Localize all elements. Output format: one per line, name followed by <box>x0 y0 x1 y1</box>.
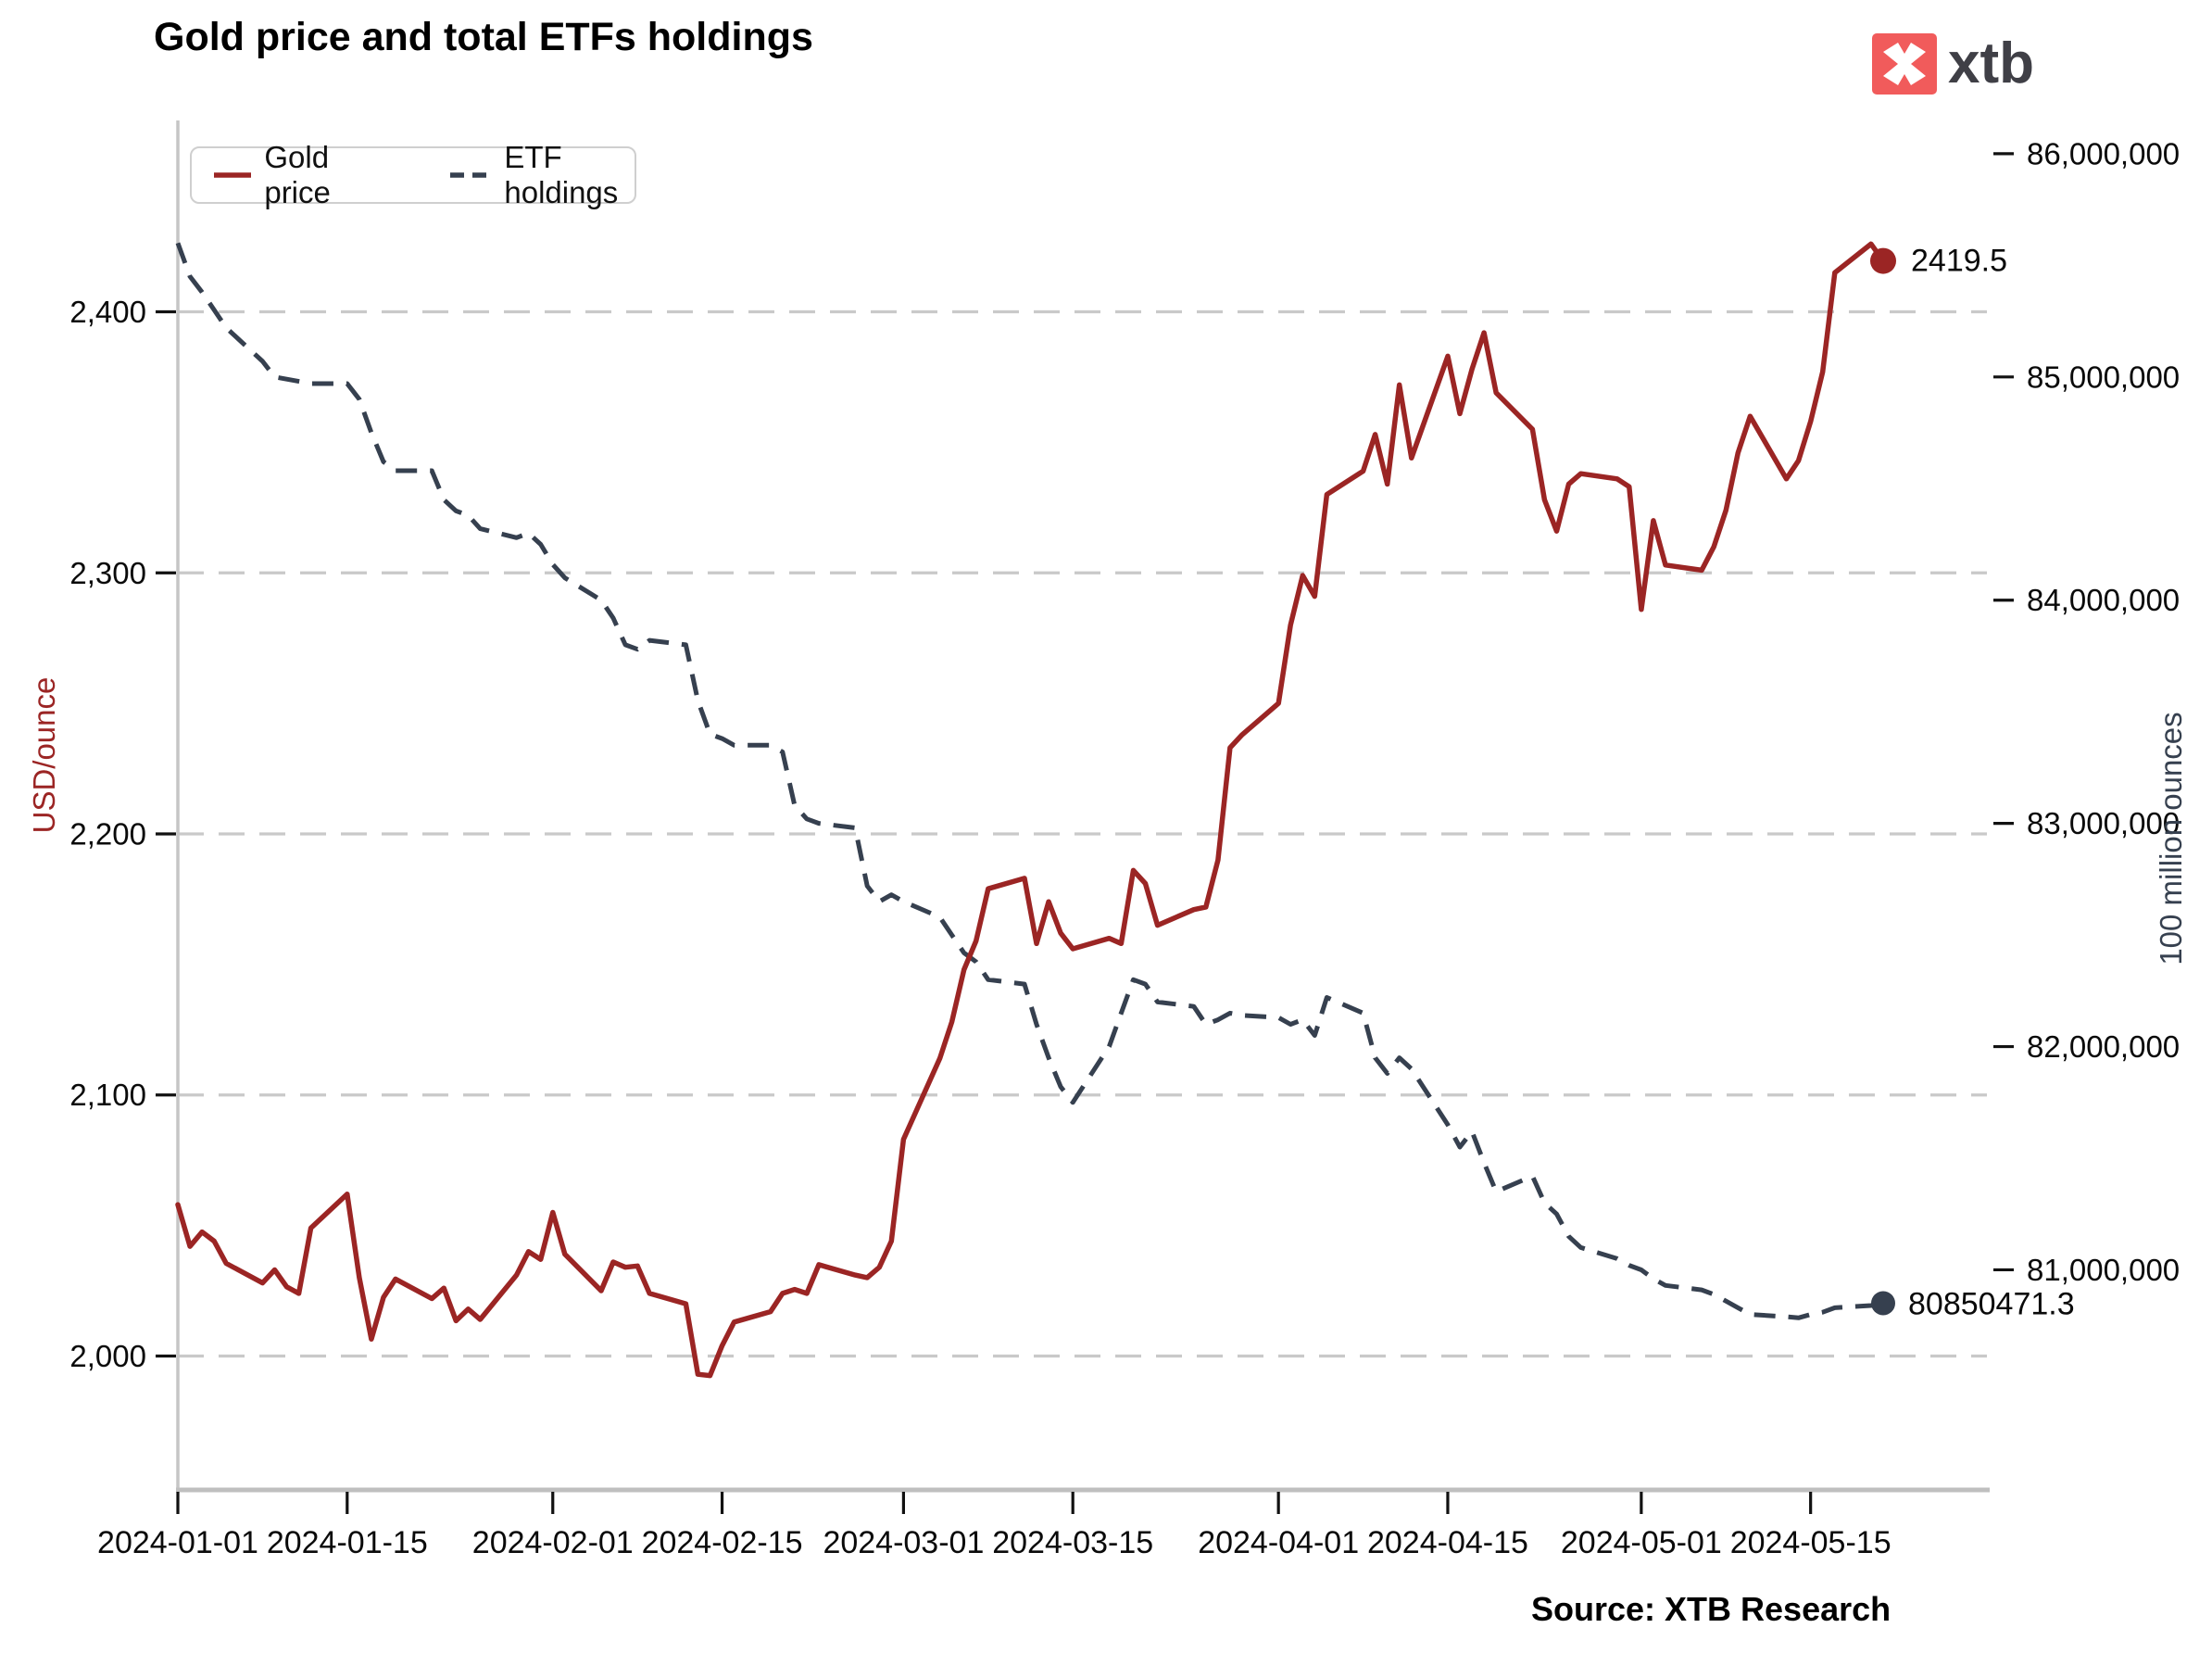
x-tick-label: 2024-04-01 <box>1198 1525 1359 1560</box>
annotation-gold-last: 2419.5 <box>1911 244 2007 279</box>
y-axis-title-left: USD/ounce <box>27 676 61 834</box>
legend-item-gold: Gold price <box>212 140 359 210</box>
y-right-tick-label: 81,000,000 <box>2027 1253 2180 1287</box>
xtb-logo-text: xtb <box>1948 32 2034 95</box>
x-tick-label: 2024-02-01 <box>472 1525 634 1560</box>
x-tick-label: 2024-03-01 <box>823 1525 984 1560</box>
y-left-tick-label: 2,300 <box>69 556 146 590</box>
gold-line-swatch-icon <box>214 172 252 178</box>
x-tick-label: 2024-01-15 <box>267 1525 428 1560</box>
y-left-tick-label: 2,000 <box>69 1339 146 1373</box>
x-tick-label: 2024-04-15 <box>1367 1525 1528 1560</box>
legend-label-gold: Gold price <box>264 140 331 209</box>
y-axis-title-right: 100 million ounces <box>2154 712 2188 965</box>
y-right-tick-label: 83,000,000 <box>2027 806 2180 840</box>
y-left-tick-label: 2,400 <box>69 295 146 329</box>
source-note: Source: XTB Research <box>1531 1590 1892 1628</box>
y-right-tick-label: 82,000,000 <box>2027 1029 2180 1064</box>
chart-title: Gold price and total ETFs holdings <box>154 15 813 59</box>
y-right-tick-label: 84,000,000 <box>2027 583 2180 617</box>
x-tick-label: 2024-03-15 <box>992 1525 1153 1560</box>
series-gold-price-line <box>175 241 1886 1379</box>
x-tick-label: 2024-05-01 <box>1561 1525 1722 1560</box>
y-left-tick-label: 2,100 <box>69 1078 146 1112</box>
y-right-tick-label: 85,000,000 <box>2027 360 2180 394</box>
series-etf-holdings-line <box>175 242 1884 1320</box>
etf-dashed-line-swatch-icon <box>450 172 492 178</box>
y-left-tick-label: 2,200 <box>69 816 146 851</box>
x-tick-label: 2024-05-15 <box>1730 1525 1892 1560</box>
x-tick-label: 2024-02-15 <box>642 1525 803 1560</box>
etf-last-point-dot <box>1871 1291 1895 1316</box>
legend-item-etf: ETF holdings <box>448 140 635 210</box>
xtb-logo: xtb <box>1872 33 2034 95</box>
xtb-logo-x-icon <box>1872 33 1937 95</box>
annotation-etf-last: 80850471.3 <box>1908 1286 2075 1321</box>
x-tick-label: 2024-01-01 <box>97 1525 258 1560</box>
legend: Gold price ETF holdings <box>190 140 636 209</box>
gold-last-point-dot <box>1870 247 1896 274</box>
legend-label-etf: ETF holdings <box>504 140 619 209</box>
y-right-tick-label: 86,000,000 <box>2027 136 2180 170</box>
